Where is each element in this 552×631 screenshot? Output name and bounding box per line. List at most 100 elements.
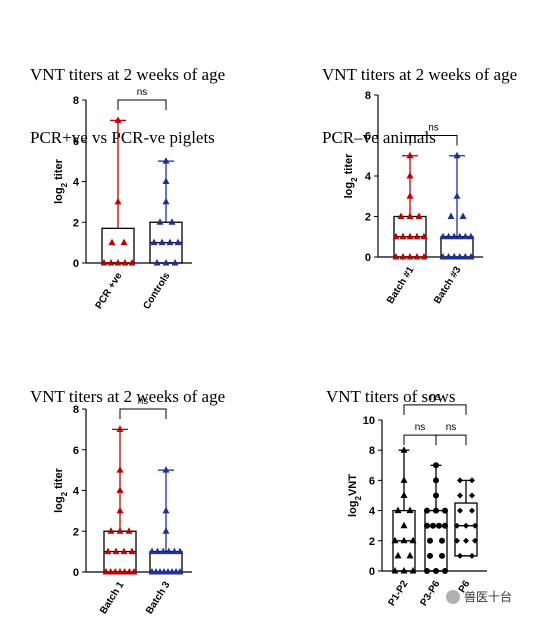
- data-point: [400, 491, 408, 498]
- panel-2-ytick-label: 8: [365, 90, 371, 102]
- data-point: [413, 253, 421, 260]
- data-point: [100, 259, 108, 266]
- panel-2-y-label: log2 titer: [343, 153, 359, 199]
- data-point: [400, 476, 408, 483]
- data-point: [406, 253, 414, 260]
- data-point: [171, 259, 179, 266]
- data-point: [424, 507, 430, 514]
- panel-2-comparison-1: ns: [409, 123, 458, 146]
- panel-2-plot: 0 2 4 6 8 log2 titer Batch #1 Batch #3 ns: [343, 90, 483, 306]
- data-point: [400, 446, 408, 453]
- data-point: [469, 552, 475, 559]
- data-point: [176, 568, 184, 575]
- panel-3-box-2: [148, 466, 184, 575]
- data-point: [174, 238, 182, 246]
- data-point: [400, 521, 408, 529]
- box-iqr: [101, 227, 135, 264]
- panel-1-ytick-label: 0: [73, 258, 79, 270]
- panel-1-title: VNT titers at 2 weeks of age PCR+ve vs P…: [30, 22, 225, 169]
- panel-1-ytick-label: 8: [73, 95, 79, 107]
- data-point: [130, 568, 138, 575]
- data-point: [433, 568, 439, 574]
- significance-label: ns: [428, 123, 439, 134]
- data-point: [391, 536, 399, 544]
- data-point: [450, 232, 458, 240]
- panel-3-ytick-label: 4: [73, 486, 80, 498]
- data-point: [116, 527, 124, 534]
- data-point: [399, 232, 407, 240]
- data-point: [125, 527, 133, 534]
- data-point: [406, 172, 414, 179]
- panel-3-plot: 0 2 4 6 8 log2 titer Batch 1 Batch 3 ns: [53, 396, 192, 616]
- panel-2-title-line2: PCR–ve animals: [322, 128, 436, 147]
- data-point: [158, 238, 166, 246]
- panel-3-ytick-label: 0: [73, 567, 79, 579]
- data-point: [153, 259, 161, 266]
- panel-1-comparison-1: ns: [117, 87, 167, 110]
- data-point: [120, 238, 128, 246]
- panel-4-xtick-label: P1-P2: [386, 578, 410, 608]
- significance-bracket: [403, 434, 437, 446]
- data-point: [456, 232, 464, 240]
- data-point: [166, 238, 174, 246]
- data-point: [409, 567, 417, 574]
- data-point: [394, 506, 402, 514]
- data-point: [107, 527, 115, 534]
- data-point: [112, 547, 120, 555]
- data-point: [433, 492, 439, 499]
- panel-4-ytick-label: 0: [369, 566, 375, 578]
- data-point: [445, 232, 453, 240]
- data-point: [424, 568, 430, 574]
- significance-label: ns: [415, 422, 426, 433]
- data-point: [413, 232, 421, 240]
- panel-3-y-label: log2 titer: [53, 467, 69, 513]
- data-point: [433, 507, 439, 514]
- data-point: [150, 238, 158, 246]
- data-point: [439, 537, 445, 544]
- data-point: [467, 253, 475, 260]
- panel-4-comparison-3: ns: [403, 392, 467, 415]
- data-point: [463, 522, 469, 529]
- data-point: [162, 197, 170, 205]
- data-point: [439, 232, 447, 240]
- data-point: [439, 552, 445, 559]
- data-point: [176, 547, 184, 555]
- box-iqr: [149, 550, 183, 573]
- panel-4-ytick-label: 4: [369, 506, 376, 518]
- panel-1-xtick-label: PCR +ve: [94, 270, 125, 311]
- data-point: [472, 537, 478, 544]
- panel-4-box-3: [454, 477, 478, 559]
- data-point: [436, 522, 442, 529]
- panel-1-ytick-label: 4: [73, 177, 80, 189]
- data-point: [162, 466, 170, 473]
- data-point: [406, 151, 414, 159]
- data-point: [463, 537, 469, 544]
- data-point: [453, 192, 461, 199]
- data-point: [456, 253, 464, 260]
- significance-bracket: [435, 434, 467, 446]
- data-point: [120, 547, 128, 555]
- data-point: [116, 466, 124, 473]
- data-point: [469, 507, 475, 514]
- panel-4-box-1: [391, 446, 417, 574]
- data-point: [457, 477, 463, 484]
- data-point: [442, 522, 448, 529]
- data-point: [128, 547, 136, 555]
- data-point: [107, 568, 115, 575]
- data-point: [467, 232, 475, 240]
- data-point: [442, 507, 448, 514]
- panel-1-plot: 0 2 4 6 8 log2 titer PCR +ve Controls ns: [53, 87, 192, 311]
- data-point: [392, 253, 400, 260]
- data-point: [394, 551, 402, 559]
- data-point: [148, 547, 156, 555]
- data-point: [424, 522, 430, 529]
- panel-3-box-1: [102, 425, 138, 575]
- panel-3-ytick-label: 6: [73, 445, 79, 457]
- data-point: [439, 253, 447, 260]
- data-point: [154, 547, 162, 555]
- data-point: [427, 537, 433, 544]
- data-point: [114, 116, 122, 123]
- panel-2-ytick-label: 2: [365, 212, 371, 224]
- data-point: [114, 197, 122, 205]
